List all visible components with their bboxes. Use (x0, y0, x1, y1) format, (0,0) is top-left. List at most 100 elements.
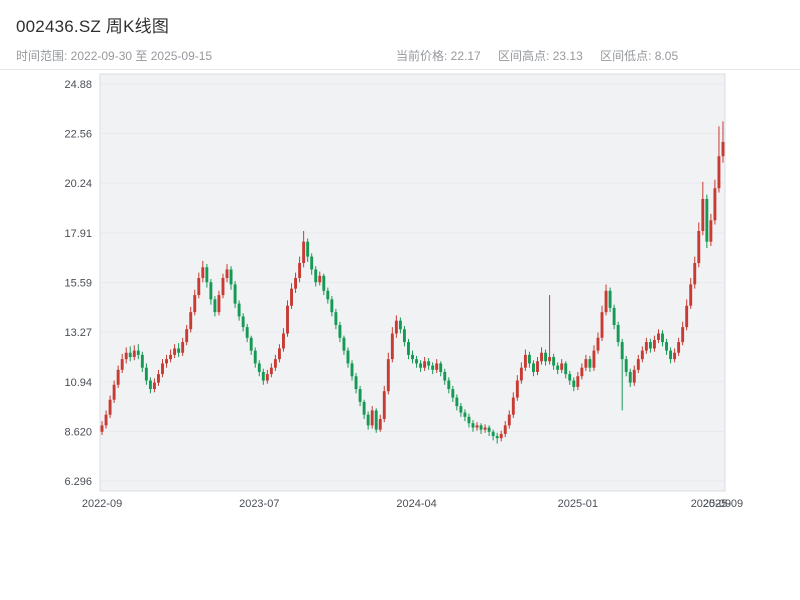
candle (282, 333, 285, 349)
x-tick-label: 2022-09 (82, 498, 122, 510)
candle (128, 352, 132, 358)
candle (661, 333, 664, 343)
candle (588, 359, 592, 368)
candle (354, 376, 358, 390)
candle (487, 427, 491, 432)
candle (358, 389, 362, 402)
candle (277, 348, 281, 360)
candle (407, 342, 410, 355)
candle (511, 397, 515, 415)
candle (152, 382, 156, 390)
candle (455, 397, 459, 407)
candle (273, 359, 277, 368)
candle (673, 352, 677, 360)
date-range-label: 时间范围: 2022-09-30 至 2025-09-15 (16, 49, 213, 63)
x-tick-label: 2023-07 (239, 498, 279, 510)
candle (298, 263, 302, 278)
candle (568, 374, 572, 381)
candle (294, 277, 298, 289)
candle (132, 350, 136, 358)
candle (604, 290, 608, 313)
candle (648, 342, 652, 349)
x-tick-label: 2025-09 (703, 498, 743, 510)
candle (116, 369, 120, 385)
candle (556, 365, 560, 370)
candle (306, 241, 310, 257)
candle (257, 363, 261, 372)
candle (491, 431, 495, 437)
candle (193, 295, 197, 313)
y-tick-label: 22.56 (64, 129, 92, 141)
candle (185, 329, 189, 343)
candle (322, 275, 326, 291)
candle (326, 290, 330, 300)
x-tick-label: 2025-01 (558, 498, 598, 510)
candle (532, 363, 535, 372)
candle (713, 188, 717, 221)
candle (249, 337, 253, 351)
candle (233, 284, 237, 304)
kline-chart-svg: 24.88 22.56 20.24 17.91 15.59 13.27 10.94 8.620… (64, 73, 743, 510)
x-tick-label: 2025-09 (691, 498, 731, 510)
candle (693, 263, 697, 285)
candle (536, 361, 539, 372)
candle (346, 350, 350, 364)
candle (286, 305, 289, 334)
candle (665, 342, 668, 351)
candle (507, 414, 511, 426)
candle (382, 391, 386, 419)
range-high-stat: 区间高点: 23.13 (498, 49, 583, 63)
candle (217, 295, 221, 313)
candle (463, 412, 467, 417)
candle (689, 284, 693, 306)
candle (576, 376, 580, 387)
candle (447, 380, 451, 390)
candle (495, 436, 499, 439)
candle (302, 241, 306, 264)
candle (161, 363, 164, 375)
candle (560, 363, 564, 370)
candle (669, 350, 673, 360)
candle (544, 352, 548, 362)
candle (467, 416, 471, 424)
candle (439, 363, 443, 372)
candle (253, 350, 257, 364)
y-tick-label: 24.88 (64, 79, 92, 91)
candle (197, 277, 201, 296)
candle (677, 342, 681, 353)
candle (552, 357, 556, 366)
candle (173, 348, 177, 355)
candle (636, 359, 640, 370)
candle (717, 156, 721, 189)
y-tick-label: 17.91 (64, 228, 92, 240)
x-tick-label: 2024-04 (396, 498, 436, 510)
candle (681, 327, 685, 343)
candle (261, 371, 265, 381)
candle (624, 359, 628, 372)
candle (245, 327, 249, 338)
candle (443, 371, 447, 381)
header: 002436.SZ 周K线图 时间范围: 2022-09-30 至 2025-0… (0, 0, 800, 70)
candle (338, 324, 342, 338)
candle (612, 307, 616, 325)
candle (411, 354, 414, 360)
candle (330, 299, 334, 313)
candle (705, 198, 709, 242)
candle (596, 337, 600, 351)
candle (471, 423, 475, 428)
candle (657, 333, 660, 340)
candle (503, 425, 507, 434)
candle (269, 367, 273, 375)
candle (616, 324, 620, 343)
candle (229, 269, 233, 285)
candle (431, 365, 435, 370)
candle (564, 363, 568, 375)
candle (709, 220, 713, 242)
candle (221, 277, 225, 296)
candle (386, 359, 390, 392)
candle (515, 380, 519, 398)
candle (721, 141, 725, 157)
candle (419, 363, 423, 368)
y-tick-label: 13.27 (64, 327, 92, 339)
candle (169, 354, 173, 360)
